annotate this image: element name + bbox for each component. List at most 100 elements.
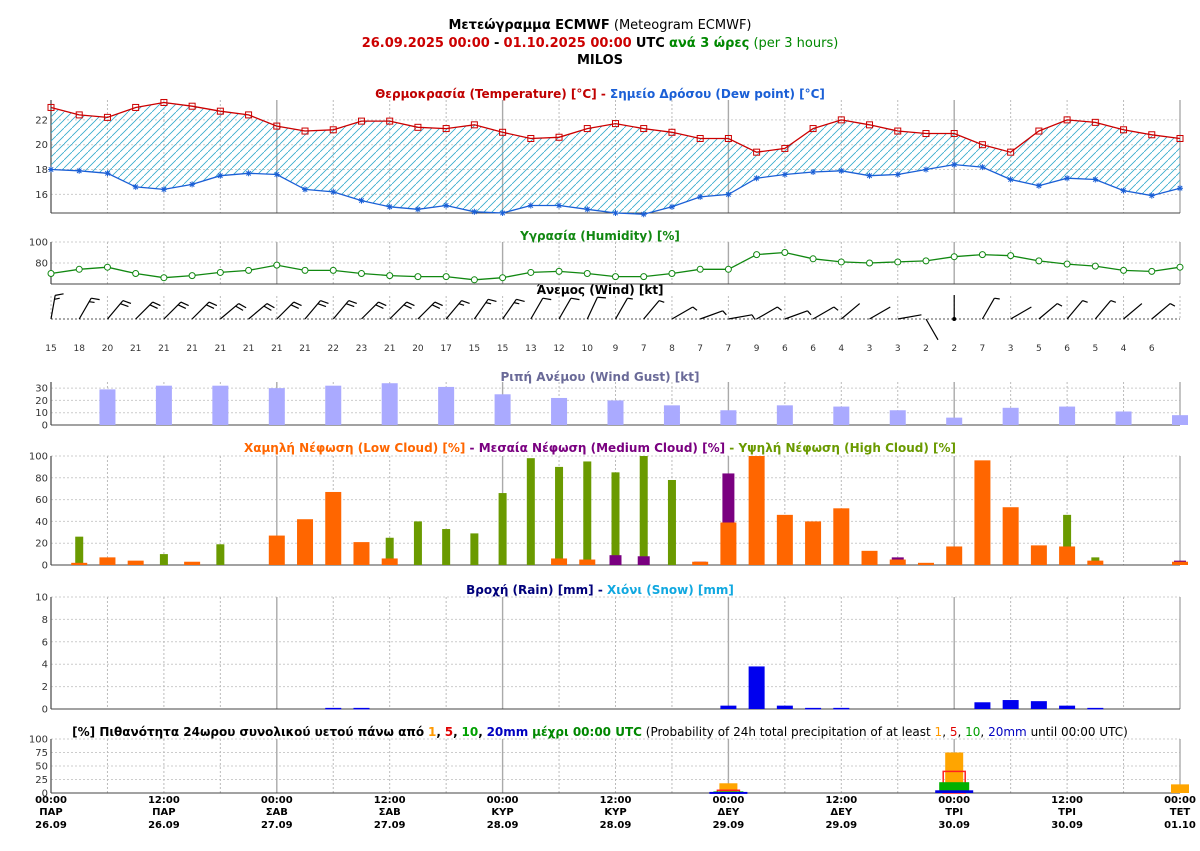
wind-speed-label: 7: [641, 344, 647, 354]
low-cloud-bar: [1002, 507, 1019, 565]
humidity-point: [273, 261, 281, 269]
low-cloud-bar: [720, 522, 737, 565]
wind-panel-title: Άνεμος (Wind) [kt]: [536, 283, 664, 297]
humidity-point: [555, 267, 563, 275]
wind-barb: [1151, 303, 1176, 320]
wind-speed-label: 21: [271, 344, 282, 354]
prob-ytick-label: 0: [42, 789, 48, 800]
cloud-ytick-label: 20: [35, 539, 48, 550]
dew-point-marker: [725, 191, 732, 198]
wind-speed-label: 9: [754, 344, 760, 354]
dew-point-marker: [76, 167, 83, 174]
dew-point-point: [443, 202, 450, 209]
dew-point-point: [1120, 187, 1127, 194]
temperature-point: [1035, 127, 1043, 135]
temperature-point: [216, 107, 224, 115]
location-name: MILOS: [576, 53, 623, 68]
wind-barb-half-flag: [751, 314, 756, 320]
x-label-date: 01.10: [1164, 820, 1196, 831]
x-label-time: 00:00: [487, 795, 519, 806]
humidity-point: [866, 259, 874, 267]
dew-point-point: [753, 175, 760, 182]
wind-speed-label: 23: [356, 344, 367, 354]
wind-barb: [1123, 303, 1143, 320]
prob-eng-1: 1: [934, 725, 943, 739]
wind-barb: [276, 301, 302, 320]
precip-ytick-label: 10: [35, 593, 48, 604]
low-cloud-bar: [692, 561, 709, 565]
x-label-date: 29.09: [825, 820, 857, 831]
humidity-point: [1063, 260, 1071, 268]
wind-barb-staff: [784, 310, 808, 320]
wind-barb-half-flag: [513, 302, 520, 305]
wind-barb: [784, 310, 812, 320]
temperature-point: [696, 134, 704, 142]
wind-barb: [1066, 300, 1088, 320]
wind-barb-flag: [238, 303, 247, 309]
dew-point-marker: [1148, 192, 1155, 199]
precip-ytick-label: 2: [42, 682, 48, 693]
prob-greek-10: 10: [461, 725, 479, 739]
wind-barb-staff: [869, 306, 891, 320]
wind-barb: [756, 306, 782, 320]
prob-eng-20: 20mm: [988, 725, 1027, 739]
x-label-day: ΔΕΥ: [717, 807, 740, 818]
temperature-point: [103, 113, 111, 121]
wind-barb: [897, 314, 922, 320]
x-label-time: 00:00: [938, 795, 970, 806]
wind-speed-label: 6: [1149, 344, 1155, 354]
humidity-point: [357, 270, 365, 277]
wind-barb-half-flag: [1169, 303, 1176, 307]
gust-bar: [663, 405, 680, 425]
humidity-point: [47, 270, 55, 277]
wind-barb-flag: [348, 300, 357, 305]
humidity-point: [922, 257, 930, 265]
dew-point-marker: [1120, 187, 1127, 194]
wind-speed-label: 12: [553, 344, 564, 354]
prob-ytick-label: 50: [35, 762, 48, 773]
temperature-point: [978, 141, 986, 149]
dew-point-point: [838, 167, 845, 174]
wind-barb-staff: [840, 303, 861, 320]
gust-ytick-label: 0: [42, 421, 48, 432]
gust-ytick-label: 20: [35, 396, 48, 407]
rain-title: Βροχή (Rain) [mm]: [466, 583, 594, 597]
x-label-date: 29.09: [713, 820, 745, 831]
temperature-point: [301, 127, 309, 135]
gust-bar: [1059, 406, 1076, 425]
x-label-time: 00:00: [35, 795, 67, 806]
dew-point-point: [979, 164, 986, 171]
dew-point-marker: [104, 170, 111, 177]
wind-barb-half-flag: [458, 303, 465, 306]
wind-barb: [925, 318, 939, 341]
humidity-ytick-label: 80: [35, 259, 48, 270]
wind-barb-staff: [925, 318, 939, 341]
medium-cloud-bar: [609, 555, 622, 565]
wind-barb: [502, 298, 525, 320]
gust-bar: [720, 410, 737, 425]
humidity-point: [1035, 257, 1043, 265]
wind-barb-staff: [558, 297, 572, 320]
wind-barb: [107, 300, 132, 320]
prob-eng-comma-1: ,: [942, 725, 947, 739]
wind-barb-staff: [897, 314, 922, 320]
gust-bar: [1172, 415, 1188, 425]
gust-ytick-label: 30: [35, 384, 48, 395]
x-label-date: 30.09: [1051, 820, 1083, 831]
wind-barb-half-flag: [692, 306, 698, 311]
dew-point-point: [499, 210, 506, 216]
wind-speed-label: 15: [469, 344, 480, 354]
temperature-point: [75, 111, 83, 119]
rain-bar: [974, 702, 991, 709]
temperature-point: [809, 125, 817, 133]
x-label-date: 27.09: [261, 820, 293, 831]
dew-point-point: [923, 166, 929, 173]
date-from: 26.09.2025 00:00: [361, 36, 490, 51]
x-label-day: ΣΑΒ: [379, 807, 401, 818]
x-label-day: ΤΡΙ: [1058, 807, 1076, 818]
wind-speed-label: 3: [895, 344, 901, 354]
x-label-time: 12:00: [1051, 795, 1083, 806]
wind-barb-staff: [107, 300, 124, 320]
wind-speed-label: 20: [412, 344, 424, 354]
